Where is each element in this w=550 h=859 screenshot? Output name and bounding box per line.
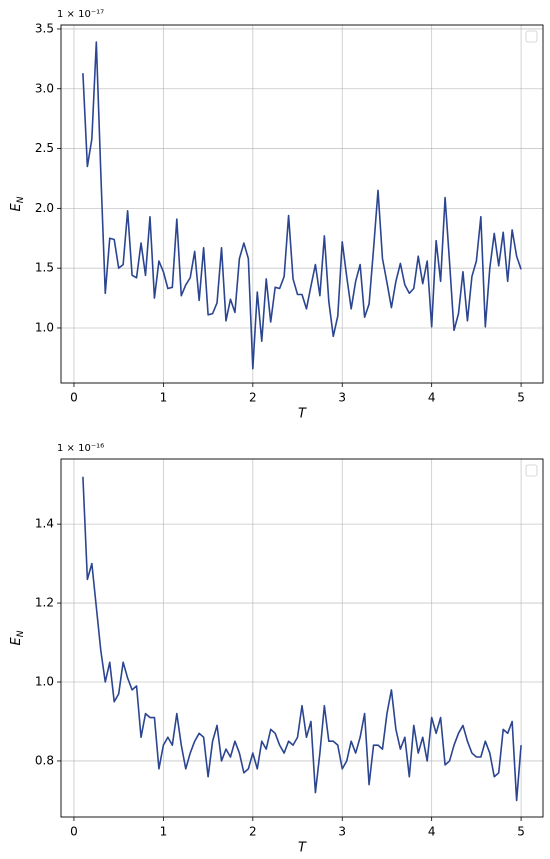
legend-box <box>525 464 538 477</box>
y-tick-label: 1.0 <box>35 320 54 334</box>
x-tick-label: 1 <box>160 825 168 839</box>
offset-text: 1 × 10⁻¹⁶ <box>57 443 104 454</box>
x-tick-label: 1 <box>160 391 168 405</box>
x-tick-label: 4 <box>428 825 436 839</box>
y-tick-label: 1.0 <box>35 675 54 689</box>
y-tick-label: 1.2 <box>35 596 54 610</box>
x-axis-label: T <box>298 841 307 856</box>
x-axis-label: T <box>298 407 307 422</box>
legend-box <box>525 30 538 43</box>
y-tick-label: 1.4 <box>35 517 54 531</box>
x-tick-label: 4 <box>428 391 436 405</box>
x-tick-label: 0 <box>70 391 78 405</box>
y-tick-label: 3.0 <box>35 81 54 95</box>
x-tick-label: 3 <box>338 391 346 405</box>
y-tick-label: 2.5 <box>35 141 54 155</box>
offset-text: 1 × 10⁻¹⁷ <box>57 9 104 20</box>
data-line <box>82 41 522 370</box>
y-label-base: E <box>9 636 24 645</box>
y-label-base: E <box>9 202 24 211</box>
y-tick-label: 2.0 <box>35 201 54 215</box>
x-tick-label: 3 <box>338 825 346 839</box>
y-axis-label: EN <box>9 196 26 211</box>
y-label-sub: N <box>16 196 26 203</box>
x-tick-label: 5 <box>517 825 525 839</box>
x-tick-label: 2 <box>249 391 257 405</box>
x-tick-label: 0 <box>70 825 78 839</box>
y-tick-label: 0.8 <box>35 753 54 767</box>
y-tick-label: 1.5 <box>35 261 54 275</box>
axes-frame <box>60 24 544 384</box>
y-tick-label: 3.5 <box>35 21 54 35</box>
x-tick-label: 5 <box>517 391 525 405</box>
axes-frame <box>60 458 544 818</box>
y-axis-label: EN <box>9 630 26 645</box>
x-tick-label: 2 <box>249 825 257 839</box>
data-line <box>82 476 522 802</box>
y-label-sub: N <box>16 630 26 637</box>
